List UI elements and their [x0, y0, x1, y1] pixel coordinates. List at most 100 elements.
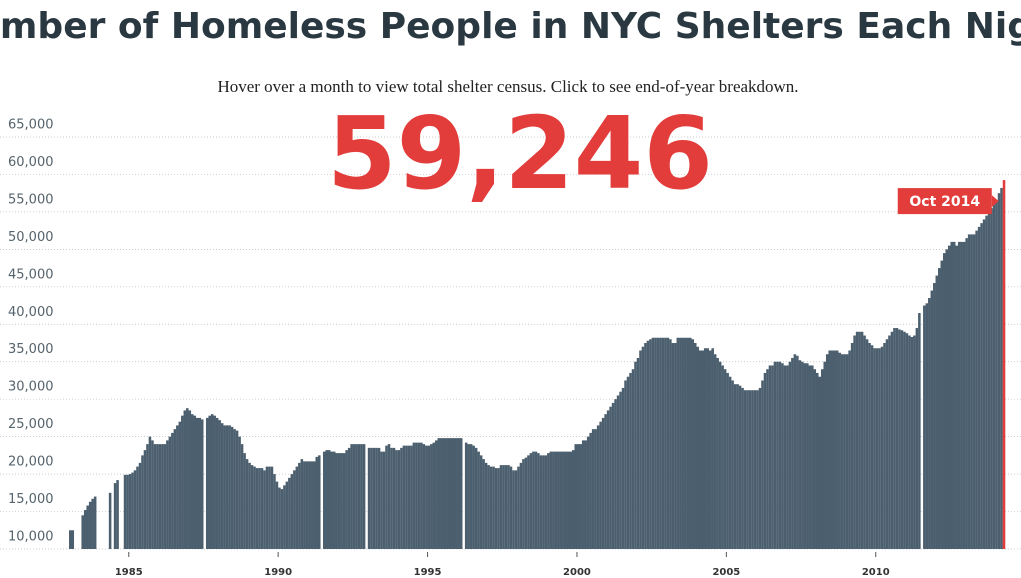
bar[interactable] [751, 390, 754, 549]
bar[interactable] [679, 337, 682, 549]
bar[interactable] [596, 425, 600, 549]
bar[interactable] [741, 387, 744, 549]
bar[interactable] [776, 361, 779, 549]
bar[interactable] [367, 447, 371, 549]
bar[interactable] [83, 510, 87, 549]
bar[interactable] [335, 453, 338, 549]
bar[interactable] [848, 350, 851, 549]
bar[interactable] [825, 354, 829, 549]
bar[interactable] [599, 421, 602, 549]
bar[interactable] [153, 444, 157, 549]
bar[interactable] [225, 425, 229, 549]
bar[interactable] [452, 438, 455, 549]
bar[interactable] [706, 348, 709, 549]
bar[interactable] [238, 436, 241, 549]
bar[interactable] [788, 361, 792, 549]
bar[interactable] [746, 390, 749, 549]
bar[interactable] [718, 361, 722, 549]
bar[interactable] [188, 410, 192, 549]
bar[interactable] [965, 238, 968, 550]
bar[interactable] [731, 380, 734, 549]
bar[interactable] [768, 365, 772, 549]
bar[interactable] [260, 468, 264, 549]
bar[interactable] [594, 429, 597, 549]
bar[interactable] [579, 444, 582, 549]
bar[interactable] [93, 496, 97, 549]
bar[interactable] [300, 459, 304, 549]
bar[interactable] [549, 451, 553, 549]
bar[interactable] [947, 245, 951, 550]
bar[interactable] [407, 445, 411, 549]
bar[interactable] [875, 348, 879, 549]
bar[interactable] [940, 260, 944, 549]
bar[interactable] [303, 461, 306, 549]
bar[interactable] [310, 461, 314, 549]
bar[interactable] [547, 453, 550, 549]
bar[interactable] [69, 530, 72, 549]
bar[interactable] [798, 360, 802, 549]
bar[interactable] [786, 365, 789, 549]
bar[interactable] [631, 369, 635, 549]
bar[interactable] [985, 215, 988, 549]
bar[interactable] [544, 455, 548, 549]
bar[interactable] [233, 429, 236, 549]
bar[interactable] [910, 337, 914, 549]
bar[interactable] [210, 414, 214, 549]
bar[interactable] [243, 453, 246, 549]
bar[interactable] [305, 461, 309, 549]
bar[interactable] [651, 337, 655, 549]
bar[interactable] [195, 417, 199, 549]
bar[interactable] [143, 450, 147, 549]
bar[interactable] [559, 451, 563, 549]
bar[interactable] [499, 465, 503, 549]
bar[interactable] [382, 451, 386, 549]
bar[interactable] [1000, 187, 1003, 550]
bar[interactable] [250, 465, 254, 549]
bar[interactable] [833, 350, 836, 549]
bar[interactable] [380, 451, 383, 549]
bar[interactable] [527, 455, 530, 549]
bar[interactable] [171, 432, 174, 549]
bar[interactable] [509, 466, 513, 549]
bar[interactable] [995, 200, 998, 549]
bar[interactable] [796, 355, 799, 549]
bar[interactable] [400, 447, 403, 549]
bar[interactable] [522, 459, 525, 549]
bar[interactable] [397, 450, 401, 549]
bar[interactable] [865, 339, 869, 549]
bar[interactable] [661, 337, 665, 549]
bar[interactable] [186, 408, 189, 549]
bar[interactable] [432, 442, 436, 549]
bar[interactable] [609, 406, 612, 549]
bar[interactable] [557, 451, 560, 549]
bar[interactable] [858, 331, 861, 549]
bar[interactable] [783, 365, 787, 549]
bar[interactable] [504, 465, 508, 549]
bar[interactable] [387, 444, 391, 549]
bar[interactable] [606, 410, 610, 549]
bar[interactable] [773, 361, 777, 549]
bar[interactable] [136, 466, 139, 549]
bar[interactable] [377, 447, 381, 549]
bar[interactable] [960, 241, 963, 549]
bar[interactable] [447, 438, 451, 549]
bar[interactable] [360, 444, 363, 549]
bar[interactable] [208, 415, 211, 549]
bar[interactable] [131, 472, 134, 549]
bar[interactable] [733, 384, 737, 549]
bar[interactable] [835, 350, 839, 549]
bar[interactable] [477, 451, 480, 549]
bar[interactable] [437, 438, 441, 549]
bar[interactable] [915, 328, 919, 549]
bar[interactable] [728, 376, 732, 549]
bar[interactable] [761, 380, 764, 549]
bar[interactable] [228, 425, 231, 549]
bar[interactable] [405, 445, 408, 549]
bar[interactable] [845, 354, 849, 549]
bar[interactable] [479, 455, 483, 549]
bar[interactable] [820, 369, 824, 549]
bar[interactable] [686, 337, 690, 549]
bar[interactable] [198, 417, 202, 549]
bar[interactable] [778, 361, 782, 549]
bar[interactable] [489, 466, 493, 549]
